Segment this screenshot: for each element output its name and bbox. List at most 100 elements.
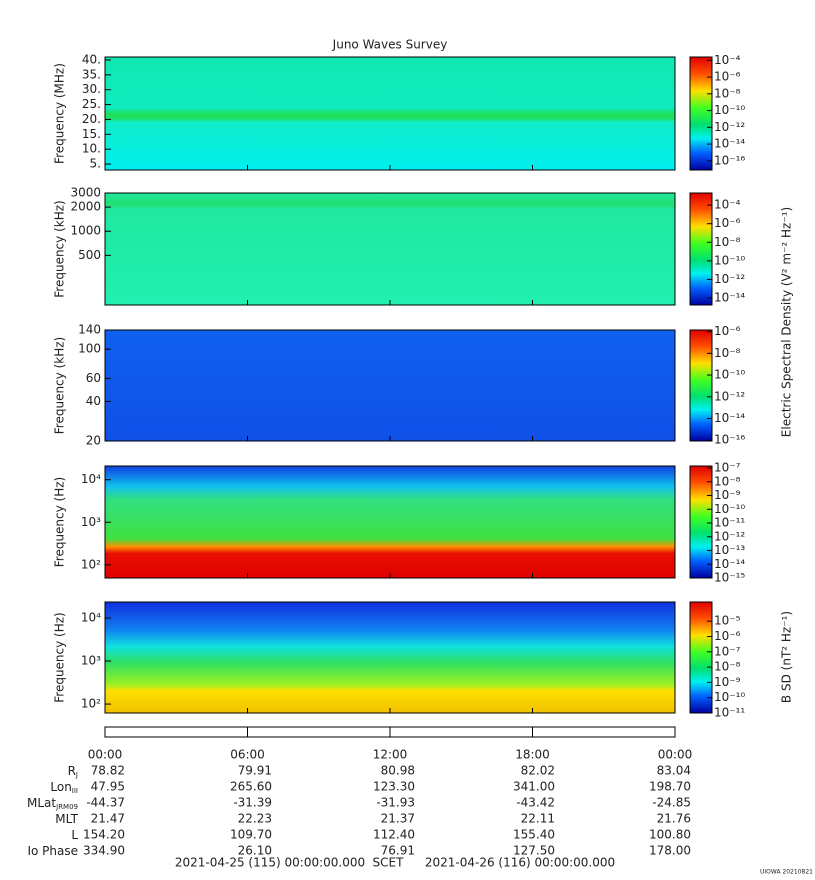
spectrogram-image xyxy=(105,57,675,170)
ephemeris-label: LonIII xyxy=(50,780,78,796)
y-tick-label: 140 xyxy=(78,323,101,337)
y-tick-label: 5. xyxy=(90,157,101,171)
y-tick-label: 1000 xyxy=(70,224,101,238)
y-tick-label: 10⁴ xyxy=(81,472,101,486)
ephemeris-value: 79.91 xyxy=(238,764,272,778)
x-tick-label: 12:00 xyxy=(373,748,408,762)
ephemeris-value: 21.37 xyxy=(381,812,415,826)
colorbar-tick-label: 10⁻⁶ xyxy=(714,216,741,230)
y-tick-label: 40 xyxy=(86,394,101,408)
y-tick-label: 10³ xyxy=(81,515,101,529)
colorbar-frame xyxy=(689,56,713,171)
colorbar-tick-label: 10⁻¹⁰ xyxy=(714,253,745,267)
colorbar-tick-label: 10⁻¹¹ xyxy=(714,516,745,530)
y-tick-label: 10³ xyxy=(81,654,101,668)
ephemeris-value: -24.85 xyxy=(652,796,691,810)
ephemeris-value: 47.95 xyxy=(91,780,125,794)
y-tick-label: 10. xyxy=(82,142,101,156)
plot-title: Juno Waves Survey xyxy=(332,38,448,52)
y-axis-label: Frequency (Hz) xyxy=(53,612,67,703)
colorbar-tick-label: 10⁻¹⁴ xyxy=(714,557,745,571)
ephemeris-label-sub: JRM09 xyxy=(55,803,78,811)
ephemeris-label: MLatJRM09 xyxy=(27,796,78,812)
ephemeris-value: 341.00 xyxy=(513,780,555,794)
ephemeris-value: 112.40 xyxy=(373,828,415,842)
colorbar-tick-label: 10⁻⁹ xyxy=(714,488,741,502)
colorbar-frame xyxy=(689,329,713,442)
ephemeris-value: 155.40 xyxy=(513,828,555,842)
colorbar-frame xyxy=(689,601,713,714)
ephemeris-value: 22.23 xyxy=(238,812,272,826)
ephemeris-label-text: MLat xyxy=(27,796,56,810)
ephemeris-value: 80.98 xyxy=(381,764,415,778)
ephemeris-label: RJ xyxy=(68,764,78,780)
ephemeris-label-text: L xyxy=(71,828,78,842)
spectrogram-image xyxy=(105,193,675,305)
colorbar-tick-label: 10⁻⁴ xyxy=(714,53,741,67)
colorbar-tick-label: 10⁻⁷ xyxy=(714,461,741,475)
y-tick-label: 10⁴ xyxy=(81,610,101,624)
ephemeris-label-text: Io Phase xyxy=(27,844,78,858)
y-tick-label: 60 xyxy=(86,371,101,385)
colorbar-tick-label: 10⁻⁸ xyxy=(714,235,741,249)
ephemeris-value: 78.82 xyxy=(91,764,125,778)
colorbar-tick-label: 10⁻¹⁰ xyxy=(714,103,745,117)
y-tick-label: 35. xyxy=(82,67,101,81)
ephemeris-value: 21.76 xyxy=(657,812,691,826)
colorbar-tick-label: 10⁻⁶ xyxy=(714,70,741,84)
ephemeris-value: -43.42 xyxy=(516,796,555,810)
ephemeris-value: 83.04 xyxy=(657,764,691,778)
colorbar xyxy=(690,466,712,578)
ephemeris-value: 265.60 xyxy=(230,780,272,794)
footer-center: SCET xyxy=(373,856,405,870)
colorbar-tick-label: 10⁻⁸ xyxy=(714,86,741,100)
colorbar-tick-label: 10⁻¹² xyxy=(714,389,745,403)
colorbar-tick-label: 10⁻⁸ xyxy=(714,660,741,674)
ephemeris-label-sub: III xyxy=(72,787,78,795)
y-tick-label: 30. xyxy=(82,82,101,96)
y-tick-label: 100 xyxy=(78,342,101,356)
y-tick-label: 10² xyxy=(81,557,101,571)
colorbar-tick-label: 10⁻¹² xyxy=(714,529,745,543)
ephemeris-value: 178.00 xyxy=(649,844,691,858)
ephemeris-value: 22.11 xyxy=(521,812,555,826)
footer-start: 2021-04-25 (115) 00:00:00.000 xyxy=(175,856,365,870)
ephemeris-value: 154.20 xyxy=(83,828,125,842)
ephemeris-value: -44.37 xyxy=(86,796,125,810)
colorbar-tick-label: 10⁻⁹ xyxy=(714,675,741,689)
ephemeris-value: -31.93 xyxy=(376,796,415,810)
colorbar-tick-label: 10⁻¹⁴ xyxy=(714,291,745,305)
ephemeris-value: 76.91 xyxy=(381,844,415,858)
x-tick-label: 06:00 xyxy=(230,748,265,762)
y-axis-label: Frequency (MHz) xyxy=(53,63,67,164)
footer-credit: UIOWA 20210821 xyxy=(760,869,813,876)
colorbar-tick-label: 10⁻¹⁴ xyxy=(714,137,745,151)
y-axis-label: Frequency (Hz) xyxy=(53,477,67,568)
ephemeris-value: 21.47 xyxy=(91,812,125,826)
ephemeris-value: 123.30 xyxy=(373,780,415,794)
ephemeris-value: 100.80 xyxy=(649,828,691,842)
colorbar xyxy=(690,57,712,170)
ephemeris-label-text: Lon xyxy=(50,780,71,794)
y-tick-label: 2000 xyxy=(70,200,101,214)
x-tick-label: 00:00 xyxy=(88,748,123,762)
colorbar xyxy=(690,193,712,305)
colorbar-tick-label: 10⁻¹⁶ xyxy=(714,433,745,447)
y-axis-label: Frequency (kHz) xyxy=(53,337,67,434)
y-tick-label: 500 xyxy=(78,248,101,262)
colorbar-tick-label: 10⁻⁵ xyxy=(714,614,741,628)
ephemeris-value: 127.50 xyxy=(513,844,555,858)
spectrogram-image xyxy=(105,330,675,441)
y-tick-label: 20 xyxy=(86,434,101,448)
colorbar-tick-label: 10⁻¹² xyxy=(714,120,745,134)
colorbar-label: Electric Spectral Density (V² m⁻² Hz⁻¹) xyxy=(780,207,794,437)
colorbar-label: B SD (nT² Hz⁻¹) xyxy=(780,611,794,703)
x-tick-label: 00:00 xyxy=(658,748,693,762)
colorbar-tick-label: 10⁻¹⁶ xyxy=(714,153,745,167)
ephemeris-label: L xyxy=(71,828,78,842)
colorbar-tick-label: 10⁻⁴ xyxy=(714,198,741,212)
colorbar-tick-label: 10⁻⁶ xyxy=(714,629,741,643)
y-tick-label: 3000 xyxy=(70,186,101,200)
y-tick-label: 40. xyxy=(82,52,101,66)
